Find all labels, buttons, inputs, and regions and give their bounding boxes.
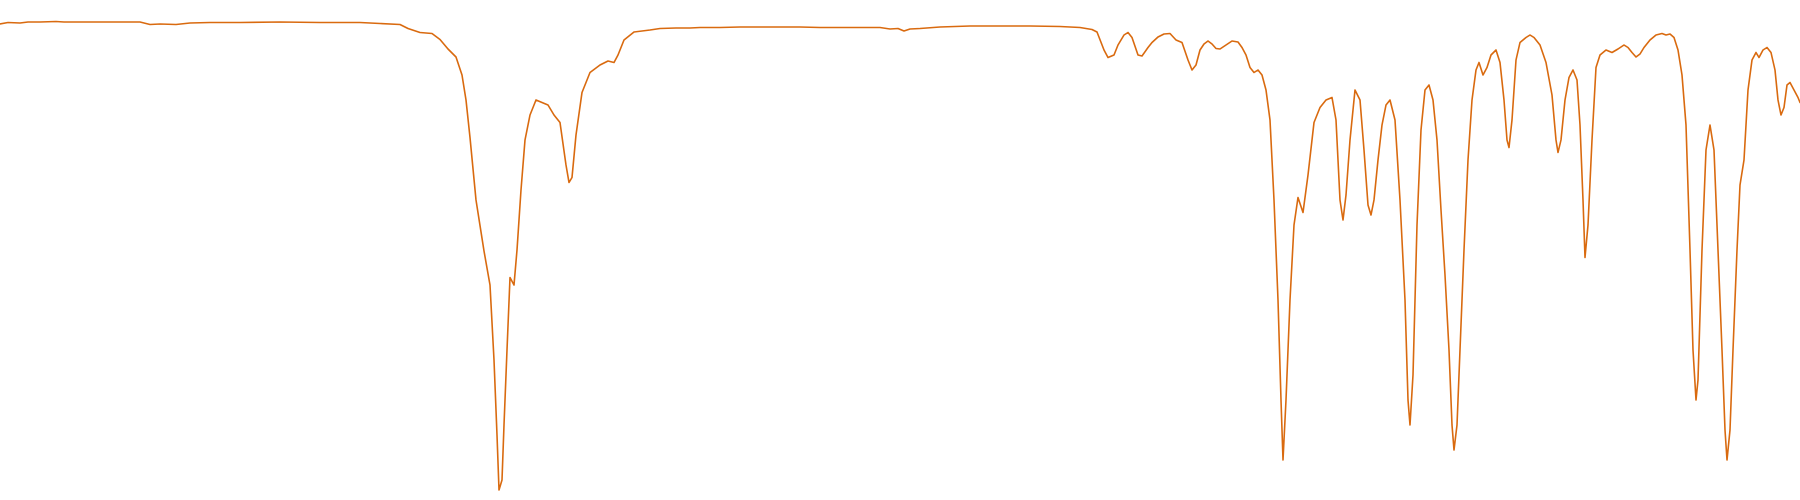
series-layer [0,20,1800,491]
series-line-0 [0,20,1800,491]
